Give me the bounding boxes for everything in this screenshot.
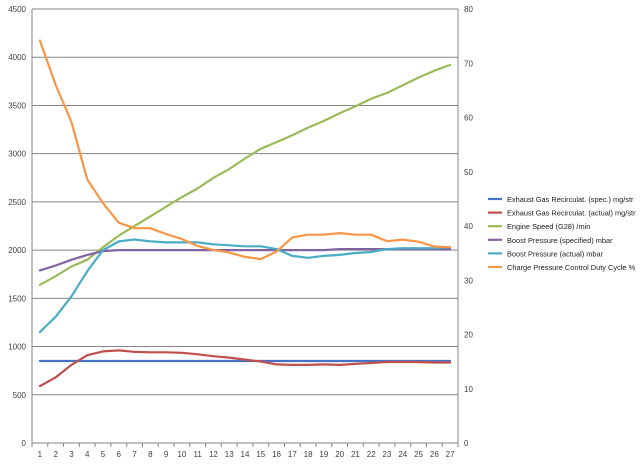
legend-label: Exhaust Gas Recirculat. (spec.) mg/str xyxy=(507,195,634,204)
y-tick-label: 500 xyxy=(13,391,27,400)
secondary-y-tick-label: 10 xyxy=(464,385,473,394)
secondary-y-tick-label: 20 xyxy=(464,331,473,340)
legend-label: Exhaust Gas Recirculat. (actual) mg/str xyxy=(507,209,636,218)
y-tick-label: 2500 xyxy=(8,198,26,207)
x-tick-label: 26 xyxy=(430,450,439,459)
x-tick-label: 4 xyxy=(85,450,90,459)
legend-label: Charge Pressure Control Duty Cycle % xyxy=(507,263,636,272)
x-tick-label: 27 xyxy=(446,450,455,459)
series-line-engine-speed-g28-min xyxy=(38,63,452,286)
x-tick-label: 20 xyxy=(335,450,344,459)
x-tick-label: 21 xyxy=(351,450,360,459)
y-tick-label: 3500 xyxy=(8,101,26,110)
legend-label: Boost Pressure (actual) mbar xyxy=(507,249,604,258)
y-tick-label: 4000 xyxy=(8,53,26,62)
x-tick-label: 25 xyxy=(414,450,423,459)
secondary-y-tick-label: 80 xyxy=(464,5,473,14)
secondary-y-tick-label: 50 xyxy=(464,168,473,177)
x-tick-label: 22 xyxy=(367,450,376,459)
legend: Exhaust Gas Recirculat. (spec.) mg/str Ex… xyxy=(488,195,636,272)
series-lines xyxy=(38,39,452,388)
y-tick-label: 1500 xyxy=(8,294,26,303)
x-axis-tick-labels: 1 2 3 4 5 6 7 8 9 10 11 12 13 14 15 16 17 18 19 20 21 22 23 24 2… xyxy=(31,443,459,459)
x-tick-label: 10 xyxy=(177,450,186,459)
y-tick-label: 1000 xyxy=(8,343,26,352)
series-line-boost-pressure-actual-mbar xyxy=(38,238,452,334)
secondary-y-tick-label: 70 xyxy=(464,59,473,68)
secondary-y-tick-label: 40 xyxy=(464,222,473,231)
secondary-y-axis-tick-labels: 0 10 20 30 40 50 60 70 80 xyxy=(464,5,473,448)
x-tick-label: 19 xyxy=(319,450,328,459)
x-tick-label: 2 xyxy=(53,450,58,459)
x-tick-label: 11 xyxy=(194,450,203,459)
y-tick-label: 3000 xyxy=(8,150,26,159)
x-tick-label: 5 xyxy=(101,450,106,459)
legend-label: Boost Pressure (specified) mbar xyxy=(507,236,613,245)
x-tick-label: 17 xyxy=(288,450,297,459)
x-tick-label: 1 xyxy=(38,450,43,459)
secondary-y-tick-label: 30 xyxy=(464,276,473,285)
x-tick-label: 13 xyxy=(225,450,234,459)
secondary-y-tick-label: 0 xyxy=(464,439,469,448)
gridlines xyxy=(32,8,458,444)
x-tick-label: 3 xyxy=(69,450,74,459)
x-tick-label: 23 xyxy=(383,450,392,459)
series-line-exhaust-gas-recirculat-actual-mg-str xyxy=(38,349,452,388)
y-axis-tick-labels: 0 500 1000 1500 2000 2500 3000 3500 4000 4500 xyxy=(8,5,26,448)
y-tick-label: 2000 xyxy=(8,246,26,255)
x-tick-label: 24 xyxy=(398,450,407,459)
secondary-y-tick-label: 60 xyxy=(464,114,473,123)
x-tick-label: 12 xyxy=(209,450,218,459)
y-tick-label: 0 xyxy=(22,439,27,448)
x-tick-label: 7 xyxy=(132,450,137,459)
series-line-charge-pressure-control-duty-cycle xyxy=(38,39,452,261)
x-tick-label: 14 xyxy=(241,450,250,459)
x-tick-label: 6 xyxy=(117,450,122,459)
legend-label: Engine Speed (G28) /min xyxy=(507,222,590,231)
x-tick-label: 15 xyxy=(256,450,265,459)
y-tick-label: 4500 xyxy=(8,5,26,14)
x-tick-label: 16 xyxy=(272,450,281,459)
x-tick-label: 9 xyxy=(164,450,169,459)
x-tick-label: 18 xyxy=(304,450,313,459)
x-tick-label: 8 xyxy=(148,450,153,459)
